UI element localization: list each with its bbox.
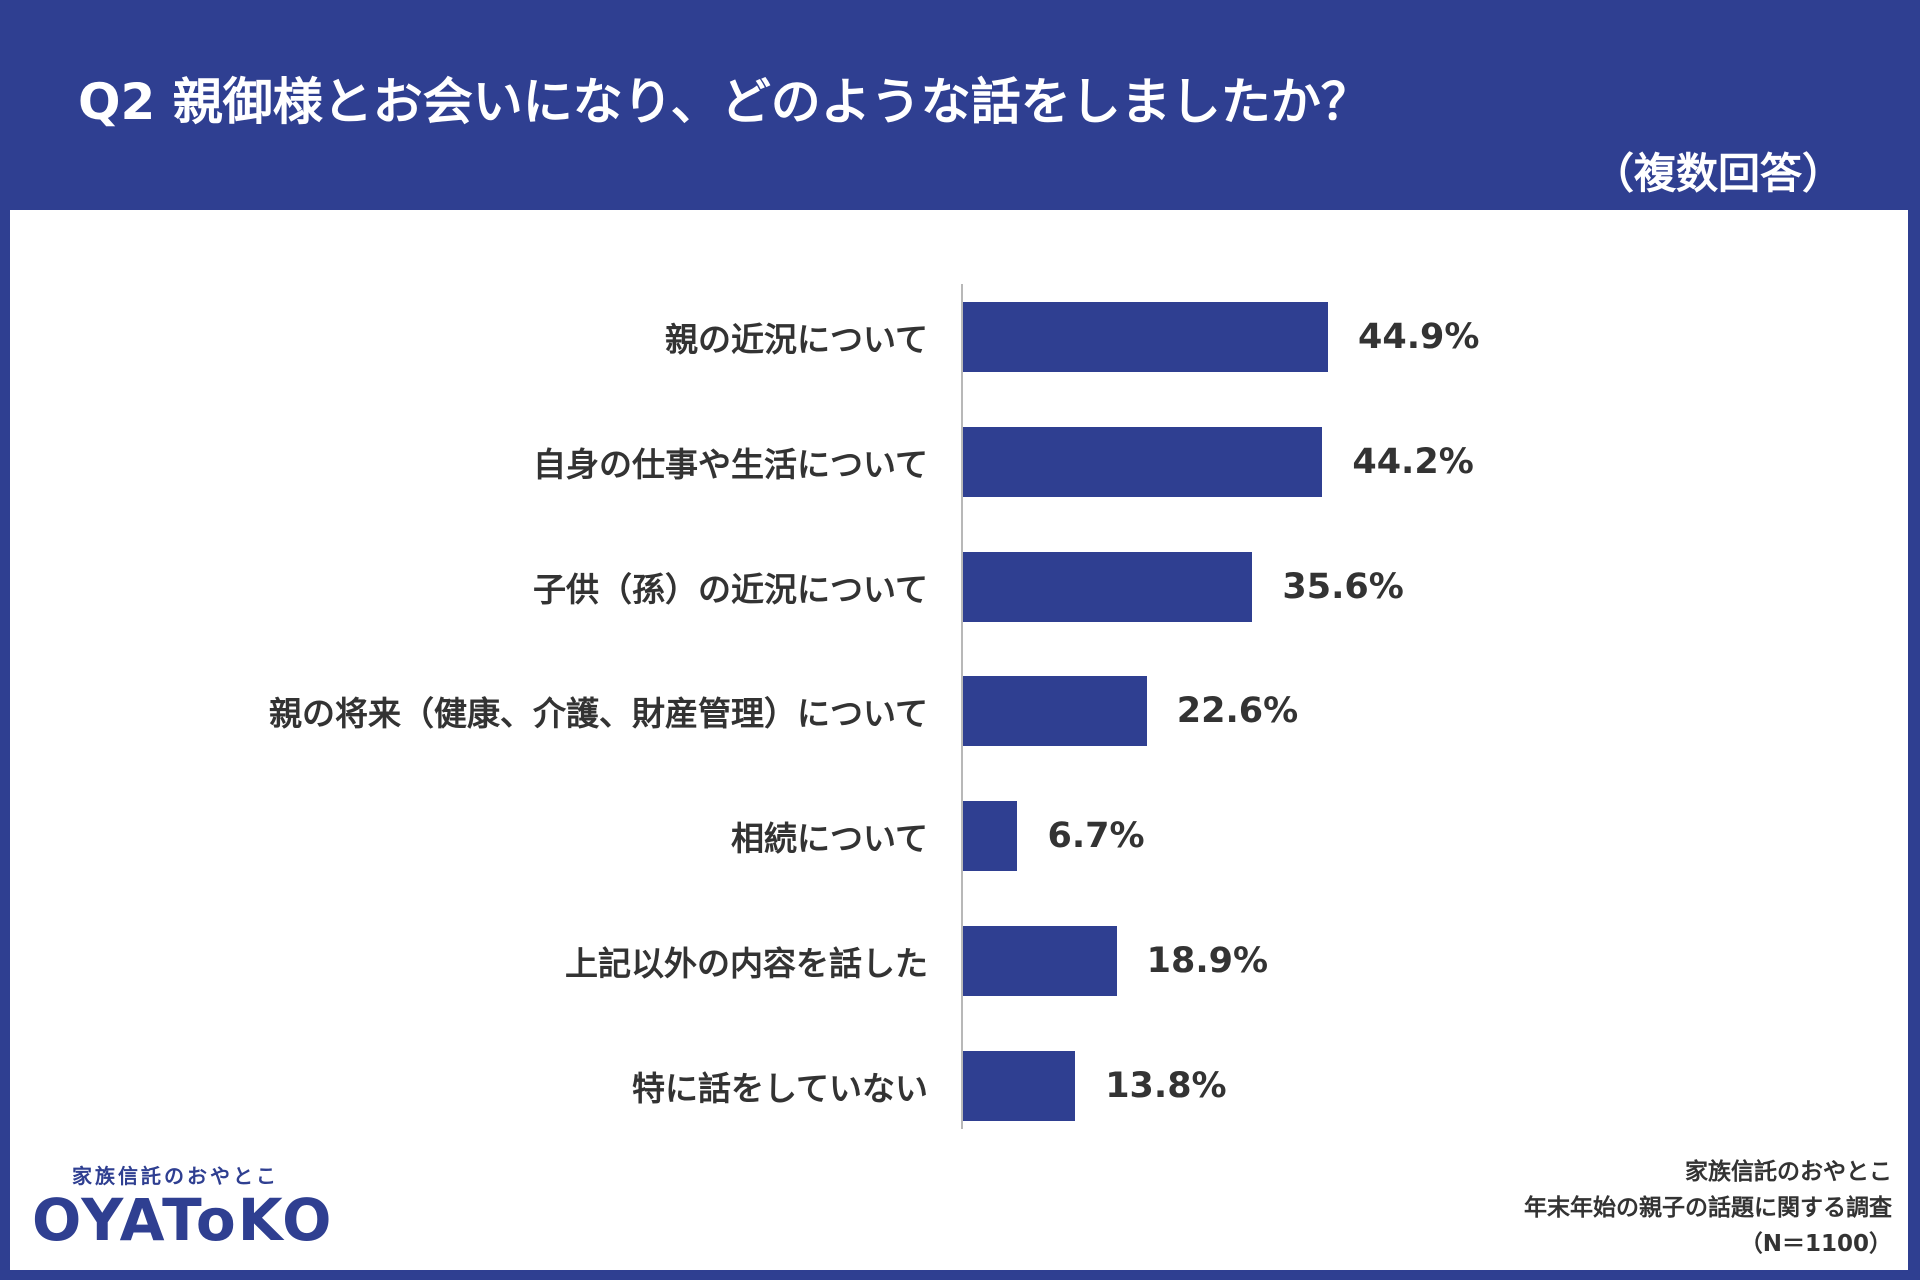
category-label: 相続について bbox=[730, 819, 928, 859]
category-label: 特に話をしていない bbox=[631, 1068, 928, 1108]
data-label: 44.2% bbox=[1352, 441, 1474, 482]
bar bbox=[963, 676, 1147, 747]
logo-wordmark: OYAToKO bbox=[32, 1186, 334, 1254]
data-label: 35.6% bbox=[1282, 566, 1404, 607]
chart-title: Q2 親御様とお会いになり、どのような話をしましたか？ bbox=[78, 73, 1371, 131]
bar bbox=[963, 426, 1323, 497]
data-label: 6.7% bbox=[1047, 816, 1145, 857]
category-label: 子供（孫）の近況について bbox=[532, 569, 928, 609]
chart-panel bbox=[10, 210, 1908, 1270]
bar bbox=[963, 551, 1253, 622]
category-label: 上記以外の内容を話した bbox=[565, 944, 928, 983]
bar bbox=[963, 302, 1329, 372]
bar bbox=[963, 926, 1117, 996]
data-label: 44.9% bbox=[1358, 317, 1480, 357]
bar bbox=[963, 1050, 1076, 1121]
bar bbox=[963, 801, 1018, 872]
y-axis-line bbox=[961, 284, 963, 1129]
source-line-3: （N＝1100） bbox=[1739, 1231, 1892, 1257]
data-label: 18.9% bbox=[1146, 941, 1269, 981]
logo-tagline: 家族信託のおやとこ bbox=[72, 1164, 279, 1188]
category-label: 親の近況について bbox=[664, 320, 928, 359]
category-label: 自身の仕事や生活について bbox=[532, 444, 928, 484]
data-label: 13.8% bbox=[1105, 1065, 1227, 1106]
chart-subtitle: （複数回答） bbox=[1591, 149, 1844, 198]
category-label: 親の将来（健康、介護、財産管理）について bbox=[268, 694, 928, 734]
source-line-1: 家族信託のおやとこ bbox=[1685, 1159, 1892, 1185]
source-line-2: 年末年始の親子の話題に関する調査 bbox=[1524, 1195, 1892, 1221]
data-label: 22.6% bbox=[1176, 691, 1299, 732]
